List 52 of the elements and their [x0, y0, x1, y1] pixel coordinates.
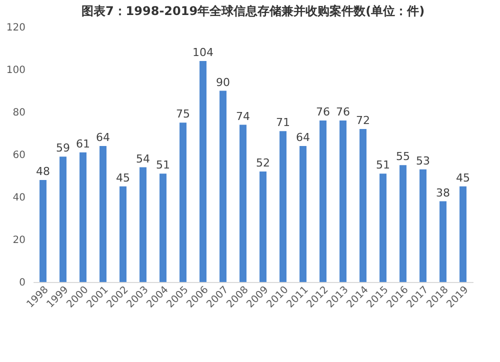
- bar: [440, 201, 446, 282]
- y-tick-label: 120: [6, 22, 26, 34]
- data-label: 51: [156, 158, 170, 172]
- data-label: 52: [256, 156, 270, 170]
- bar: [340, 120, 346, 282]
- bar: [240, 124, 246, 282]
- data-label: 54: [136, 152, 150, 166]
- data-label: 64: [96, 131, 110, 144]
- data-label: 38: [436, 186, 450, 200]
- y-tick-label: 0: [19, 278, 26, 288]
- data-label: 74: [236, 110, 250, 123]
- bar: [200, 61, 206, 282]
- data-label: 104: [192, 46, 214, 59]
- bar: [460, 186, 466, 282]
- data-label: 64: [296, 131, 310, 144]
- data-label: 53: [416, 154, 430, 168]
- bar: [140, 167, 146, 282]
- data-label: 45: [456, 171, 470, 184]
- bar: [60, 156, 66, 282]
- bar: [40, 180, 46, 282]
- y-tick-label: 60: [12, 150, 26, 161]
- bar: [80, 152, 86, 282]
- bar: [120, 186, 126, 282]
- data-label: 90: [216, 76, 230, 89]
- data-label: 61: [76, 137, 90, 150]
- y-tick-label: 40: [12, 192, 26, 204]
- data-label: 72: [356, 114, 370, 127]
- bar: [220, 90, 226, 282]
- bar: [160, 174, 166, 282]
- y-tick-label: 80: [12, 108, 26, 118]
- data-label: 51: [376, 158, 390, 172]
- data-label: 76: [336, 106, 350, 118]
- bar: [280, 131, 286, 282]
- y-tick-label: 20: [12, 235, 26, 246]
- bar: [420, 169, 426, 282]
- bar: [380, 174, 386, 282]
- bar: [360, 129, 366, 282]
- data-label: 45: [116, 171, 130, 184]
- data-label: 71: [276, 116, 290, 130]
- bar: [260, 172, 266, 282]
- data-label: 48: [36, 165, 50, 178]
- bar: [180, 122, 186, 282]
- data-label: 75: [176, 108, 190, 121]
- bar: [400, 165, 406, 282]
- y-tick-label: 100: [6, 65, 26, 76]
- bar: [100, 146, 106, 282]
- bar: [320, 120, 326, 282]
- bar: [300, 146, 306, 282]
- data-label: 76: [316, 106, 330, 118]
- chart-title: 图表7：1998-2019年全球信息存储兼并收购案件数(单位：件): [81, 4, 425, 18]
- data-label: 55: [396, 150, 410, 164]
- data-label: 59: [56, 142, 70, 155]
